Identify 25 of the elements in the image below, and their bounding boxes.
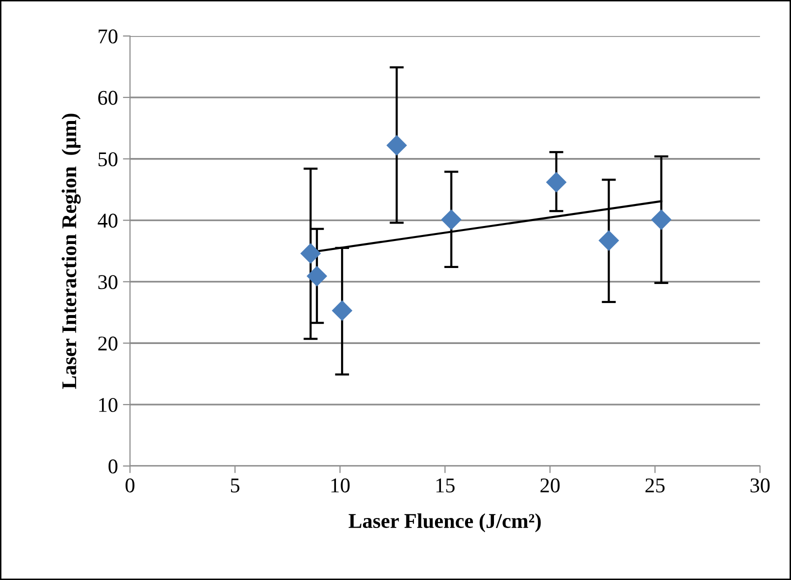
x-axis-title: Laser Fluence (J/cm²) xyxy=(348,513,541,532)
x-tick-label: 0 xyxy=(126,478,134,492)
x-tick-label: 5 xyxy=(231,478,240,492)
point xyxy=(386,135,407,156)
point xyxy=(306,266,328,286)
x-tick-label: 30 xyxy=(750,478,770,492)
y-tick-label: 10 xyxy=(99,398,118,412)
y-tick-label: 40 xyxy=(98,214,118,228)
x-tick-label: 25 xyxy=(646,478,665,492)
x-tick-label: 15 xyxy=(436,478,455,492)
y-tick-label: 0 xyxy=(108,459,118,474)
x-tick-label: 20 xyxy=(540,478,560,492)
point xyxy=(300,243,321,264)
y-tick-label: 70 xyxy=(98,29,118,44)
y-tick-label: 50 xyxy=(98,152,118,166)
y-tick-label: 30 xyxy=(98,275,118,290)
point xyxy=(332,300,352,321)
point xyxy=(546,172,567,192)
y-tick-label: 60 xyxy=(98,90,118,105)
y-tick-label: 20 xyxy=(98,336,118,351)
y-axis-title: Laser Interaction Region (μm) xyxy=(62,114,81,389)
point xyxy=(651,209,672,230)
point xyxy=(598,230,620,251)
x-tick-label: 10 xyxy=(331,478,350,492)
point xyxy=(441,209,462,230)
